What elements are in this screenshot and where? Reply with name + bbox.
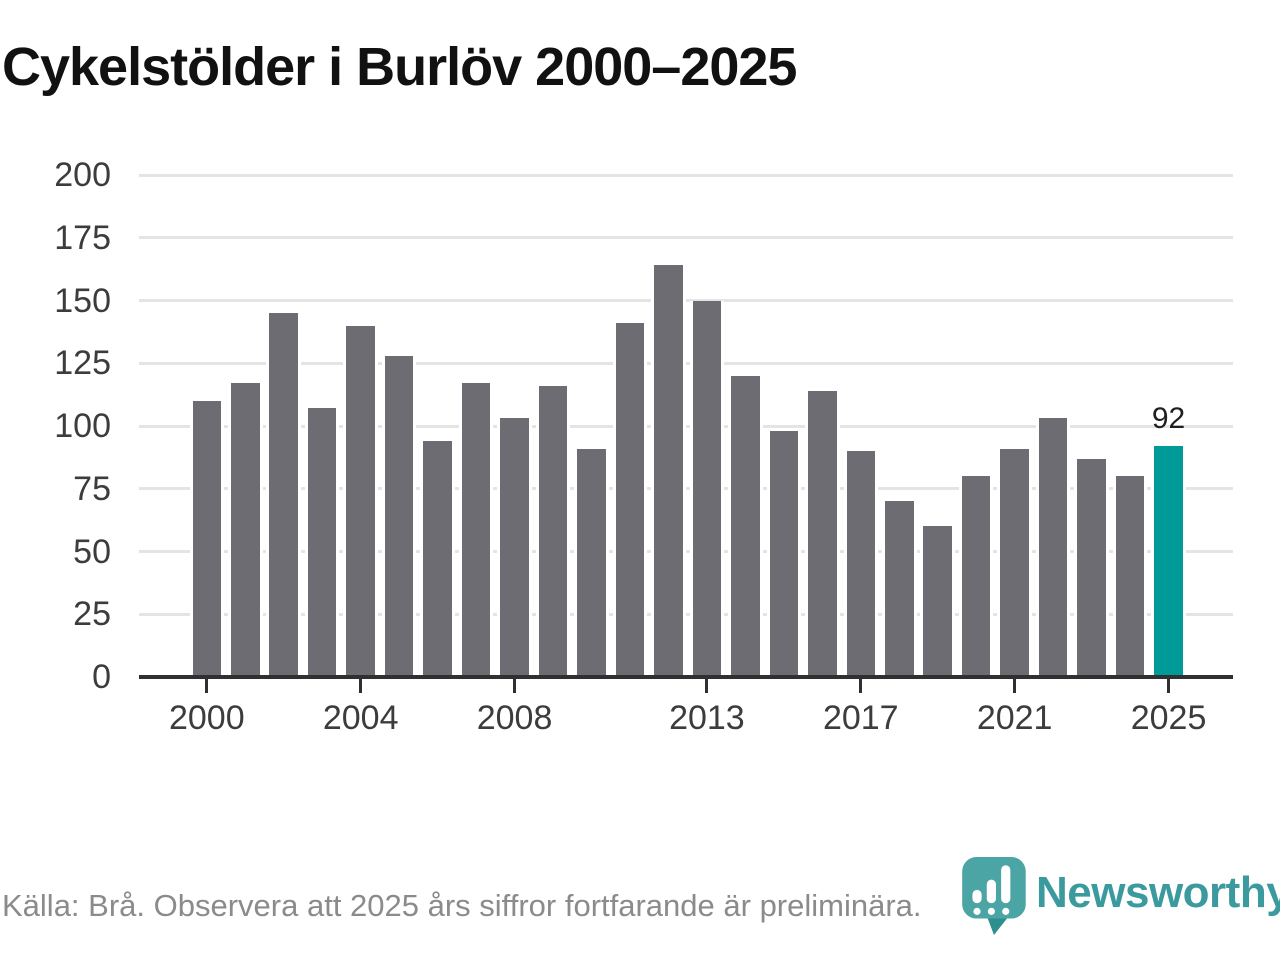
x-axis-label-2004: 2004	[322, 699, 399, 737]
gridline-75	[139, 487, 1233, 491]
bar-2000	[189, 400, 225, 677]
x-axis-tick-2017	[859, 677, 863, 693]
highlight-value-label: 92	[1151, 402, 1186, 436]
bar-2008	[497, 418, 532, 677]
bar-2023	[1074, 458, 1109, 677]
y-axis-label-0: 0	[92, 658, 111, 696]
y-axis-label-75: 75	[73, 469, 111, 508]
y-axis-label-200: 200	[54, 156, 111, 194]
bar-2020	[958, 476, 994, 677]
bar-2011	[612, 323, 648, 677]
y-axis-label-100: 100	[54, 407, 111, 445]
x-axis-label-2013: 2013	[669, 699, 745, 737]
bar-2012	[651, 265, 686, 677]
y-axis-label-150: 150	[54, 281, 111, 320]
bar-2017	[843, 451, 879, 677]
gridline-200	[139, 173, 1233, 177]
y-axis-label-175: 175	[54, 218, 111, 257]
bar-2019	[920, 526, 955, 677]
bar-2002	[266, 313, 301, 677]
bar-2003	[304, 408, 340, 677]
bar-2010	[574, 448, 609, 677]
bar-2006	[420, 441, 455, 677]
gridline-150	[139, 299, 1233, 302]
bar-2015	[766, 431, 802, 677]
bar-2001	[228, 383, 263, 677]
x-axis-tick-2000	[205, 677, 209, 693]
newsworthy-logo-text: Newsworthy	[1036, 868, 1280, 917]
bar-2004	[343, 325, 378, 677]
y-axis-label-50: 50	[73, 532, 111, 571]
x-axis-tick-2013	[705, 677, 709, 693]
x-axis-label-2008: 2008	[476, 699, 553, 737]
x-axis-label-2017: 2017	[822, 699, 899, 737]
gridline-50	[139, 550, 1233, 553]
x-axis-label-2021: 2021	[976, 699, 1053, 737]
bar-2021	[997, 448, 1032, 677]
newsworthy-logo-icon	[962, 857, 1026, 935]
bar-2009	[535, 385, 571, 677]
gridline-175	[139, 236, 1233, 240]
bar-2022	[1035, 418, 1071, 677]
gridline-25	[139, 612, 1233, 616]
x-axis-tick-2008	[513, 677, 517, 693]
y-axis-label-125: 125	[54, 344, 111, 383]
x-axis-tick-2021	[1013, 677, 1017, 693]
y-axis-label-25: 25	[73, 595, 111, 634]
plot-area: 0 25 50 75 100 125 150 175 200 2000 2004 2008 2013 2…	[54, 156, 1233, 737]
source-note: Källa: Brå. Observera att 2025 års siffr…	[2, 888, 922, 923]
x-axis-label-2000: 2000	[168, 699, 245, 737]
x-axis-line	[139, 675, 1233, 679]
bar-2018	[882, 501, 917, 677]
gridline-125	[139, 361, 1233, 365]
x-axis-tick-2004	[359, 677, 363, 693]
newsworthy-logo	[960, 855, 1032, 937]
bar-2007	[458, 383, 494, 677]
bar-2005	[381, 355, 417, 677]
bar-2014	[728, 375, 763, 677]
chart-title: Cykelstölder i Burlöv 2000–2025	[2, 37, 797, 97]
x-axis-label-2025: 2025	[1130, 699, 1207, 737]
gridline-100	[139, 424, 1233, 428]
bar-2013	[689, 300, 725, 677]
bar-2024	[1112, 476, 1148, 677]
bar-2025	[1151, 446, 1186, 677]
bar-2016	[805, 390, 840, 677]
x-axis-tick-2025	[1167, 677, 1171, 693]
